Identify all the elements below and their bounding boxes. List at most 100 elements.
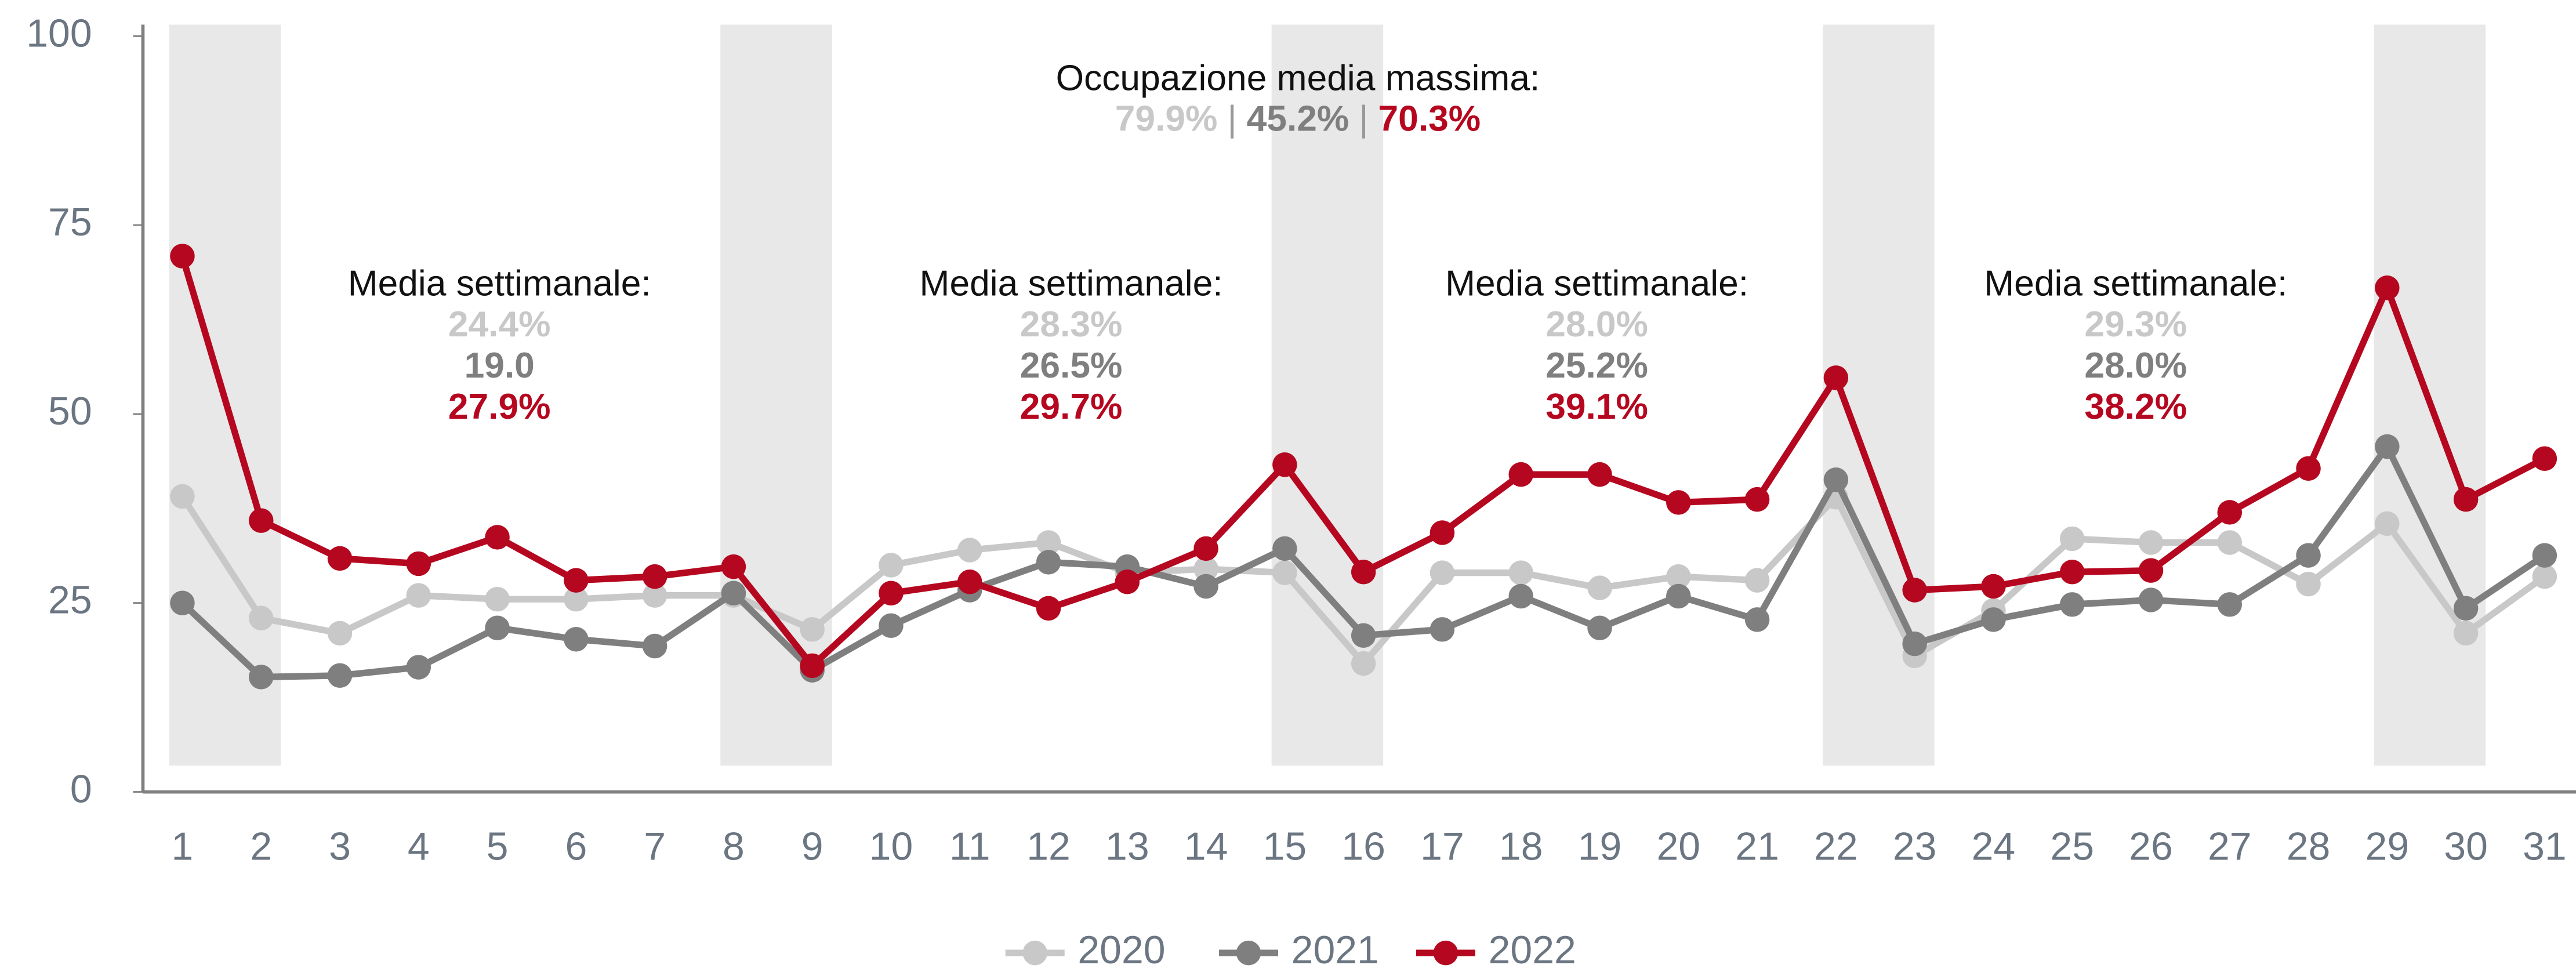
- data-point: [248, 508, 274, 533]
- data-point: [1115, 569, 1140, 594]
- data-point: [485, 586, 510, 612]
- data-point: [2375, 434, 2400, 459]
- data-point: [721, 554, 746, 579]
- x-tick-label: 28: [2287, 825, 2331, 869]
- x-tick-label: 15: [1263, 825, 1307, 869]
- y-tick-label: 25: [48, 578, 92, 622]
- data-point: [327, 621, 353, 646]
- x-tick-label: 25: [2050, 825, 2094, 869]
- data-point: [1744, 607, 1770, 632]
- data-point: [2453, 596, 2479, 621]
- legend-label: 2022: [1489, 928, 1576, 972]
- data-point: [1666, 564, 1691, 589]
- y-tick-label: 0: [70, 767, 92, 811]
- data-point: [1272, 536, 1297, 561]
- x-tick-label: 1: [172, 825, 194, 869]
- data-point: [406, 655, 431, 680]
- data-point: [170, 590, 195, 615]
- data-point: [1981, 574, 2006, 599]
- data-point: [248, 605, 274, 631]
- data-point: [1744, 568, 1770, 593]
- annotation-value: 29.7%: [1020, 387, 1123, 427]
- data-point: [1430, 520, 1455, 545]
- annotation-value: 70.3%: [1378, 99, 1481, 139]
- data-point: [642, 633, 667, 659]
- data-point: [2296, 543, 2321, 568]
- data-point: [2059, 592, 2085, 617]
- legend-marker: [1022, 940, 1047, 966]
- x-tick-label: 10: [869, 825, 913, 869]
- data-point: [1902, 631, 1927, 657]
- data-point: [1036, 530, 1061, 555]
- data-point: [1351, 651, 1376, 676]
- data-point: [564, 627, 589, 652]
- data-point: [1430, 560, 1455, 585]
- x-tick-label: 20: [1656, 825, 1700, 869]
- data-point: [1430, 617, 1455, 642]
- data-point: [800, 617, 825, 642]
- x-tick-label: 30: [2444, 825, 2488, 869]
- data-point: [957, 569, 982, 594]
- annotation-value: 28.0%: [1545, 304, 1648, 344]
- annotation-title: Media settimanale:: [920, 263, 1223, 303]
- x-tick-label: 8: [723, 825, 745, 869]
- x-tick-label: 23: [1893, 825, 1937, 869]
- data-point: [879, 613, 904, 639]
- legend-marker: [1236, 940, 1261, 966]
- data-point: [2217, 592, 2243, 617]
- x-tick-label: 12: [1026, 825, 1071, 869]
- x-tick-label: 24: [1972, 825, 2016, 869]
- data-point: [2532, 564, 2557, 589]
- annotation-title: Occupazione media massima:: [1056, 58, 1540, 98]
- x-tick-label: 31: [2523, 825, 2567, 869]
- annotation-value: 25.2%: [1545, 346, 1648, 386]
- x-tick-label: 2: [250, 825, 272, 869]
- data-point: [1351, 560, 1376, 585]
- x-tick-label: 19: [1578, 825, 1622, 869]
- data-point: [800, 653, 825, 679]
- data-point: [2059, 560, 2085, 585]
- annotation-value: 19.0: [465, 346, 535, 386]
- x-tick-label: 7: [644, 825, 666, 869]
- x-tick-label: 21: [1735, 825, 1779, 869]
- data-point: [1823, 467, 1849, 492]
- data-point: [2138, 558, 2164, 583]
- data-point: [2453, 487, 2479, 512]
- x-tick-label: 5: [487, 825, 509, 869]
- data-point: [327, 546, 353, 571]
- data-point: [1508, 583, 1533, 609]
- y-tick-label: 50: [48, 389, 92, 433]
- data-point: [1193, 556, 1218, 582]
- x-tick-label: 29: [2365, 825, 2410, 869]
- data-point: [1036, 596, 1061, 621]
- legend-label: 2020: [1077, 928, 1165, 972]
- data-point: [1587, 462, 1612, 487]
- data-point: [564, 568, 589, 593]
- legend-marker: [1433, 940, 1458, 966]
- data-point: [170, 484, 195, 509]
- annotation-value: 39.1%: [1545, 387, 1648, 427]
- annotation-value: 38.2%: [2084, 387, 2187, 427]
- separator: |: [1227, 99, 1236, 139]
- data-point: [1587, 615, 1612, 640]
- data-point: [1193, 574, 1218, 599]
- x-tick-label: 26: [2129, 825, 2173, 869]
- annotation-value: 79.9%: [1115, 99, 1218, 139]
- data-point: [1508, 462, 1533, 487]
- x-tick-label: 27: [2208, 825, 2252, 869]
- y-tick-label: 75: [48, 200, 92, 244]
- data-point: [2217, 500, 2243, 525]
- annotation-value: 27.9%: [448, 387, 551, 427]
- data-point: [1666, 583, 1691, 609]
- data-point: [485, 525, 510, 550]
- data-point: [485, 615, 510, 640]
- annotation-title: Media settimanale:: [1445, 263, 1748, 303]
- annotation-value: 29.3%: [2084, 304, 2187, 344]
- x-tick-label: 9: [801, 825, 823, 869]
- separator: |: [1359, 99, 1368, 139]
- x-tick-label: 22: [1814, 825, 1858, 869]
- data-point: [2217, 530, 2243, 555]
- annotation-value: 26.5%: [1020, 346, 1123, 386]
- x-tick-label: 17: [1420, 825, 1464, 869]
